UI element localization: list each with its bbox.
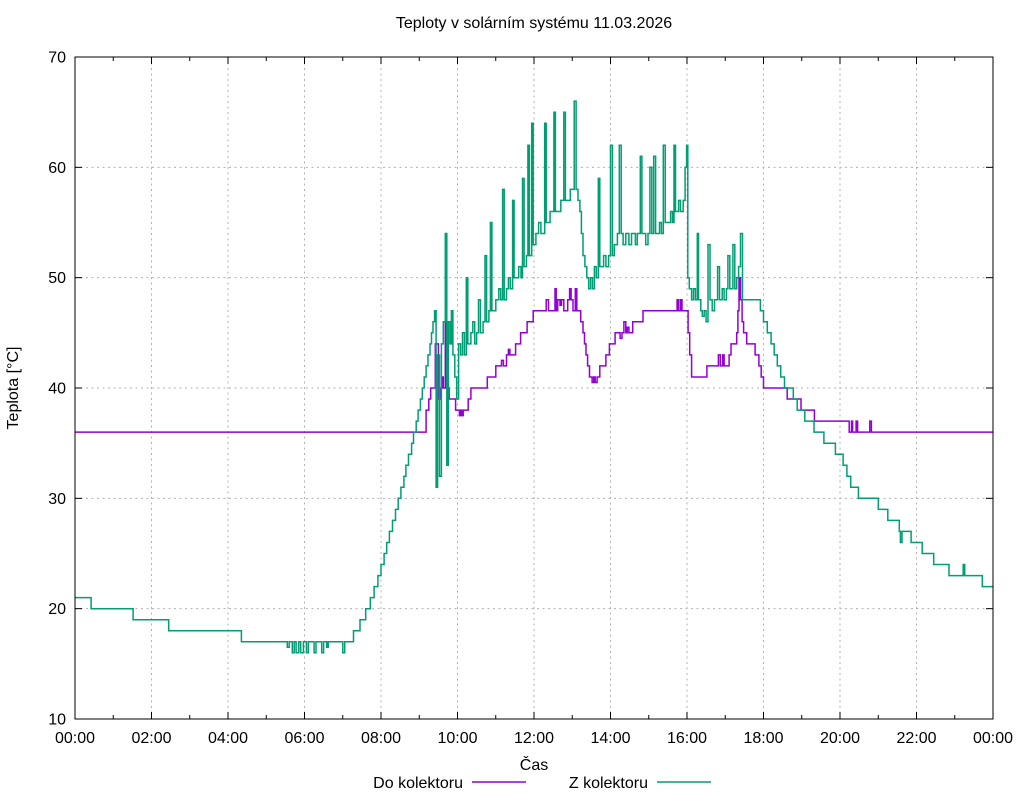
- x-tick-label: 00:00: [55, 730, 95, 747]
- x-tick-label: 16:00: [667, 730, 707, 747]
- x-tick-label: 10:00: [437, 730, 477, 747]
- axis-ticks: [74, 56, 994, 720]
- x-tick-label: 06:00: [284, 730, 324, 747]
- y-tick-label: 10: [48, 712, 66, 729]
- y-tick-label: 70: [48, 50, 66, 67]
- y-axis-tick-labels: 10 20 30 40 50 60 70: [48, 50, 66, 729]
- x-tick-label: 08:00: [361, 730, 401, 747]
- data-series: [75, 100, 993, 654]
- legend-label-z-kolektoru: Z kolektoru: [569, 775, 648, 792]
- gridlines: [75, 57, 993, 719]
- y-tick-label: 50: [48, 270, 66, 287]
- x-tick-label: 20:00: [820, 730, 860, 747]
- x-tick-label: 18:00: [743, 730, 783, 747]
- series-z-kolektoru: [75, 100, 993, 654]
- x-tick-label: 04:00: [208, 730, 248, 747]
- x-tick-label: 22:00: [896, 730, 936, 747]
- legend-label-do-kolektoru: Do kolektoru: [373, 775, 463, 792]
- y-tick-label: 40: [48, 381, 66, 398]
- y-tick-label: 60: [48, 160, 66, 177]
- x-tick-label: 00:00: [973, 730, 1013, 747]
- series-do-kolektoru: [75, 276, 993, 433]
- x-axis-label: Čas: [520, 755, 548, 774]
- chart-title: Teploty v solárním systému 11.03.2026: [396, 15, 672, 32]
- legend: Do kolektoru Z kolektoru: [373, 775, 711, 792]
- x-tick-label: 14:00: [590, 730, 630, 747]
- x-tick-label: 02:00: [131, 730, 171, 747]
- x-tick-label: 12:00: [514, 730, 554, 747]
- x-axis-tick-labels: 00:00 02:00 04:00 06:00 08:00 10:00 12:00 14:00…: [55, 730, 1013, 747]
- y-tick-label: 20: [48, 601, 66, 618]
- y-axis-label: Teplota [°C]: [5, 347, 22, 430]
- y-tick-label: 30: [48, 491, 66, 508]
